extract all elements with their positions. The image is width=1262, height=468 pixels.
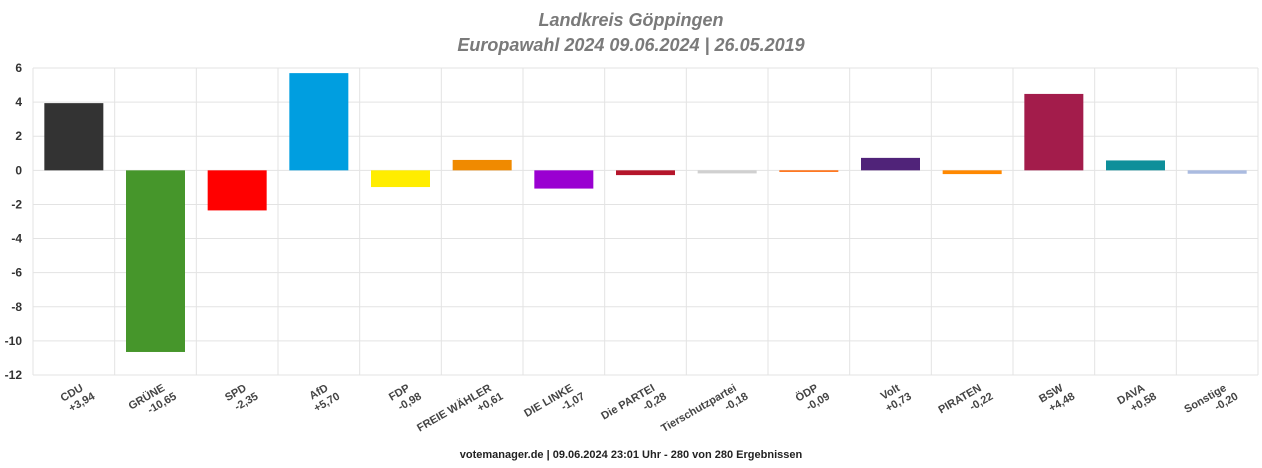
x-tick-group: GRÜNE-10,65 — [126, 381, 179, 416]
y-tick-label: -4 — [11, 232, 22, 246]
x-tick-group: SPD-2,35 — [223, 382, 260, 413]
x-tick-group: AfD+5,70 — [307, 382, 342, 415]
bar — [616, 170, 675, 176]
bar — [697, 170, 757, 174]
x-tick-group: DIE LINKE-1,07 — [522, 382, 587, 420]
y-tick-label: 6 — [15, 61, 22, 75]
bar-chart: 6 4 2 0 -2 -4 -6 -8 -10 -12 CDU+3,94 GRÜNE-10,65 SPD… — [5, 61, 1259, 435]
y-tick-label: -10 — [5, 334, 23, 348]
x-tick-group: DAVA+0,58 — [1115, 382, 1158, 415]
bar — [126, 170, 185, 352]
x-tick-group: Tierschutzpartei-0,18 — [659, 382, 750, 435]
x-tick-group: CDU+3,94 — [59, 382, 98, 415]
y-tick-label: 2 — [15, 129, 22, 143]
y-tick-label: 0 — [15, 163, 22, 177]
bar — [207, 170, 267, 211]
x-tick-group: PIRATEN-0,22 — [937, 382, 996, 416]
y-tick-label: 4 — [15, 95, 22, 109]
x-tick-group: Sonstige-0,20 — [1182, 382, 1240, 416]
bar — [289, 73, 349, 171]
x-tick-group: FREIE WÄHLER+0,61 — [415, 381, 506, 434]
bar — [44, 103, 104, 171]
bar — [1187, 170, 1247, 174]
x-tick-group: FDP-0,98 — [387, 382, 424, 413]
bar — [861, 157, 920, 171]
x-tick-group: BSW+4,48 — [1037, 382, 1077, 415]
y-tick-label: -8 — [11, 300, 22, 314]
bar — [534, 170, 594, 189]
x-tick-group: ÖDP-0,09 — [793, 381, 832, 413]
y-tick-label: -6 — [11, 266, 22, 280]
chart-subtitle: Europawahl 2024 09.06.2024 | 26.05.2019 — [457, 35, 805, 55]
footer-source: votemanager.de | 09.06.2024 23:01 Uhr - … — [459, 449, 803, 461]
x-tick-group: Die PARTEI-0,28 — [599, 382, 668, 422]
bar — [1106, 160, 1165, 171]
bar — [452, 159, 512, 171]
y-tick-label: -12 — [5, 368, 23, 382]
bar — [942, 170, 1002, 175]
bar — [779, 170, 839, 172]
bar — [371, 170, 430, 188]
x-tick-group: Volt+0,73 — [879, 382, 914, 415]
chart-title: Landkreis Göppingen — [538, 10, 724, 30]
y-tick-label: -2 — [11, 197, 22, 211]
bar — [1024, 93, 1084, 171]
